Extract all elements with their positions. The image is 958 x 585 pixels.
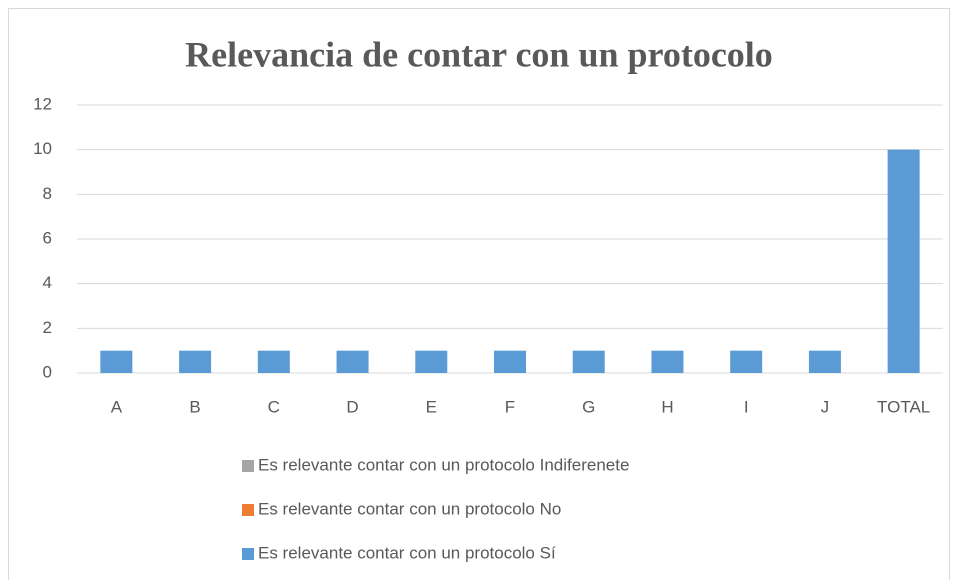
x-tick-label: I bbox=[744, 397, 749, 416]
y-tick-label: 8 bbox=[43, 184, 52, 203]
bar bbox=[100, 350, 133, 373]
y-tick-label: 4 bbox=[43, 273, 52, 292]
x-tick-label: J bbox=[821, 397, 830, 416]
x-tick-label: H bbox=[661, 397, 673, 416]
x-tick-label: F bbox=[505, 397, 515, 416]
bar bbox=[179, 350, 212, 373]
x-tick-label: B bbox=[189, 397, 200, 416]
x-tick-label: A bbox=[111, 397, 123, 416]
bar bbox=[257, 350, 290, 373]
bar bbox=[808, 350, 841, 373]
bar bbox=[572, 350, 605, 373]
legend-swatch bbox=[242, 460, 254, 472]
legend-label: Es relevante contar con un protocolo No bbox=[258, 499, 561, 518]
x-tick-label: C bbox=[268, 397, 280, 416]
x-tick-label: TOTAL bbox=[877, 397, 930, 416]
legend-label: Es relevante contar con un protocolo Sí bbox=[258, 543, 556, 562]
legend-label: Es relevante contar con un protocolo Ind… bbox=[258, 455, 629, 474]
bar bbox=[730, 350, 763, 373]
y-tick-label: 12 bbox=[33, 94, 52, 113]
bar bbox=[494, 350, 526, 373]
x-tick-label: D bbox=[346, 397, 358, 416]
bar bbox=[336, 350, 369, 373]
x-tick-label: E bbox=[426, 397, 437, 416]
legend-swatch bbox=[242, 504, 254, 516]
y-tick-label: 6 bbox=[43, 228, 52, 247]
bar bbox=[887, 149, 920, 373]
x-tick-label: G bbox=[582, 397, 595, 416]
legend-swatch bbox=[242, 548, 254, 560]
y-tick-label: 2 bbox=[43, 318, 52, 337]
y-tick-label: 0 bbox=[43, 362, 52, 381]
bar bbox=[415, 350, 448, 373]
y-tick-label: 10 bbox=[33, 139, 52, 158]
bar bbox=[651, 350, 684, 373]
chart-border bbox=[8, 8, 950, 584]
chart-title: Relevancia de contar con un protocolo bbox=[185, 34, 773, 74]
